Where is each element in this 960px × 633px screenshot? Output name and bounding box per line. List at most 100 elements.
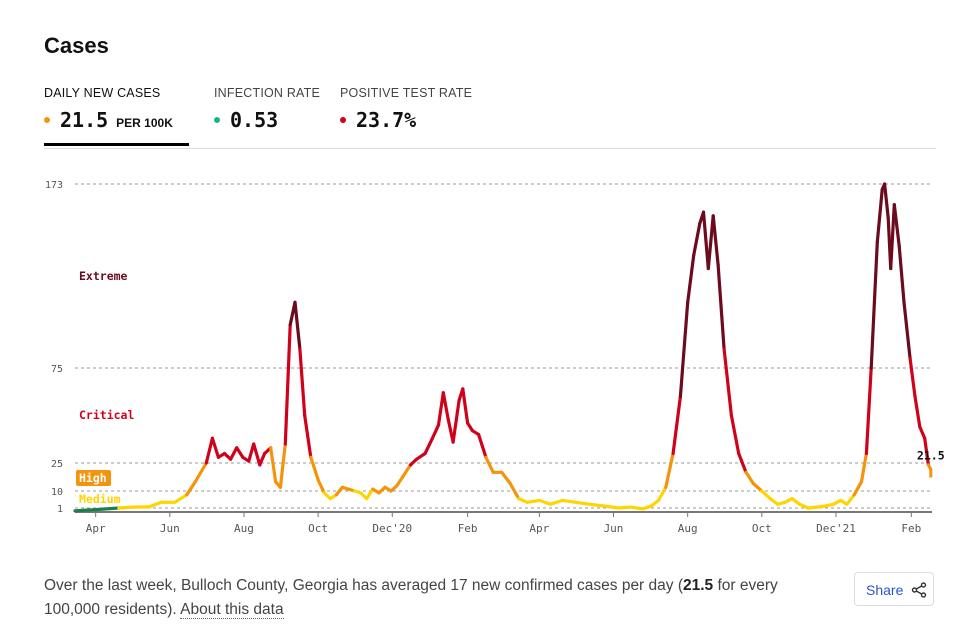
x-tick-label: Jun	[604, 522, 624, 535]
y-tick-label: 10	[51, 487, 63, 498]
series-line-segment	[918, 425, 927, 440]
series-line-segment	[603, 504, 621, 510]
series-line-segment	[852, 480, 864, 497]
series-line-segment	[892, 203, 901, 248]
series-line-segment	[415, 451, 427, 461]
series-line-segment	[423, 436, 434, 456]
y-tick-label: 173	[45, 180, 63, 191]
series-line-segment	[737, 451, 748, 474]
summary-text: Over the last week, Bulloch County, Geor…	[44, 574, 834, 622]
x-tick-label: Apr	[86, 522, 106, 535]
series-line-segment	[309, 455, 320, 482]
series-line-segment	[525, 498, 542, 504]
series-line-segment	[484, 455, 495, 474]
series-line-segment	[616, 505, 633, 510]
share-button[interactable]: Share	[854, 572, 934, 606]
series-line-segment	[117, 505, 134, 510]
y-tick-label: 25	[51, 459, 63, 470]
series-line-segment	[729, 413, 741, 456]
series-line-segment	[913, 394, 922, 429]
series-line-segment	[73, 508, 98, 513]
series-line-segment	[587, 502, 607, 508]
series-line-segment	[864, 366, 873, 456]
summary-prefix: Over the last week, Bulloch County, Geor…	[44, 577, 683, 594]
tab-label: DAILY NEW CASES	[44, 86, 161, 100]
series-line-segment	[902, 300, 912, 361]
series-line-segment	[94, 506, 121, 512]
series-line-segment	[889, 203, 896, 271]
dot-icon	[340, 116, 346, 123]
x-tick-label: Dec'21	[816, 522, 856, 535]
series-line-segment	[401, 463, 413, 478]
series-line-segment	[283, 323, 292, 446]
x-tick-label: Feb	[901, 522, 921, 535]
share-label: Share	[866, 582, 904, 598]
series-line-segment	[278, 442, 287, 489]
series-line-segment	[760, 489, 772, 501]
series-line-segment	[686, 253, 696, 304]
summary-bold-value: 21.5	[683, 577, 714, 594]
series-line-segment	[269, 446, 278, 484]
series-line-segment	[923, 436, 931, 467]
metric-value: 0.53	[230, 108, 279, 132]
series-line-segment	[229, 446, 239, 461]
last-value-label: 21.5	[917, 449, 945, 463]
x-tick-label: Feb	[458, 522, 478, 535]
cases-chart: 1 10 25 75 173 Apr Jun Aug Oct Dec'20 Feb Apr Jun Aug…	[45, 180, 945, 535]
tab-daily-new-cases[interactable]: DAILY NEW CASES 21.5 PER 100K	[44, 86, 194, 146]
series-line-segment	[678, 300, 690, 399]
series-line-segment	[334, 485, 344, 497]
x-tick-label: Aug	[678, 522, 698, 535]
series-line-segment	[671, 394, 683, 456]
tab-positive-test-rate[interactable]: POSITIVE TEST RATE 23.7%	[340, 86, 480, 132]
tab-label: POSITIVE TEST RATE	[340, 86, 473, 100]
section-title: Cases	[44, 33, 109, 58]
series-line-segment	[258, 451, 267, 467]
series-line-segment	[706, 214, 715, 271]
series-line-segment	[365, 487, 375, 501]
metric-unit: PER 100K	[116, 116, 173, 130]
series-line-segment	[875, 188, 884, 244]
tab-value-row: 0.53	[214, 108, 278, 132]
series-line-segment	[204, 436, 214, 465]
tab-value-row: 21.5 PER 100K	[44, 108, 173, 132]
series-line-segment	[303, 413, 313, 459]
series-line-segment	[147, 500, 163, 509]
series-line-segment	[845, 493, 856, 506]
series-line-segment	[298, 347, 307, 418]
x-tick-label: Oct	[308, 522, 328, 535]
series-line-segment	[664, 451, 675, 489]
tab-value-row: 23.7%	[340, 108, 416, 132]
about-data-link[interactable]: About this data	[180, 601, 284, 619]
zone-label: High	[79, 471, 107, 485]
x-tick-label: Oct	[752, 522, 772, 535]
dot-icon	[44, 116, 50, 123]
series-line-segment	[316, 478, 326, 495]
tab-label: INFECTION RATE	[214, 86, 321, 100]
series-line-segment	[716, 263, 726, 351]
series-line-segment	[293, 300, 302, 351]
series-line-segment	[897, 244, 906, 304]
metric-tabs: DAILY NEW CASES 21.5 PER 100K INFECTION R…	[44, 86, 936, 149]
y-tick-label: 75	[51, 364, 63, 375]
summary-suffix: for every 100,000 residents).	[44, 577, 778, 618]
series-line-segment	[210, 436, 220, 459]
zone-label: Extreme	[79, 269, 128, 283]
metric-value: 23.7%	[356, 108, 417, 132]
series-line-segment	[908, 357, 917, 399]
series-line-segment	[395, 474, 405, 487]
metric-value: 21.5	[60, 108, 109, 132]
series-line-segment	[235, 446, 245, 459]
zone-label: Critical	[79, 408, 134, 422]
share-icon	[911, 582, 927, 598]
x-tick-label: Apr	[529, 522, 549, 535]
series-line-segment	[751, 481, 764, 493]
series-line-segment	[859, 451, 869, 484]
x-tick-label: Dec'20	[372, 522, 412, 535]
series-line-segment	[711, 214, 720, 267]
series-line-segment	[193, 461, 208, 484]
tab-infection-rate[interactable]: INFECTION RATE 0.53	[214, 86, 324, 132]
series-line-segment	[173, 493, 189, 504]
series-line-segment	[882, 182, 890, 220]
zone-label-background	[76, 470, 111, 486]
